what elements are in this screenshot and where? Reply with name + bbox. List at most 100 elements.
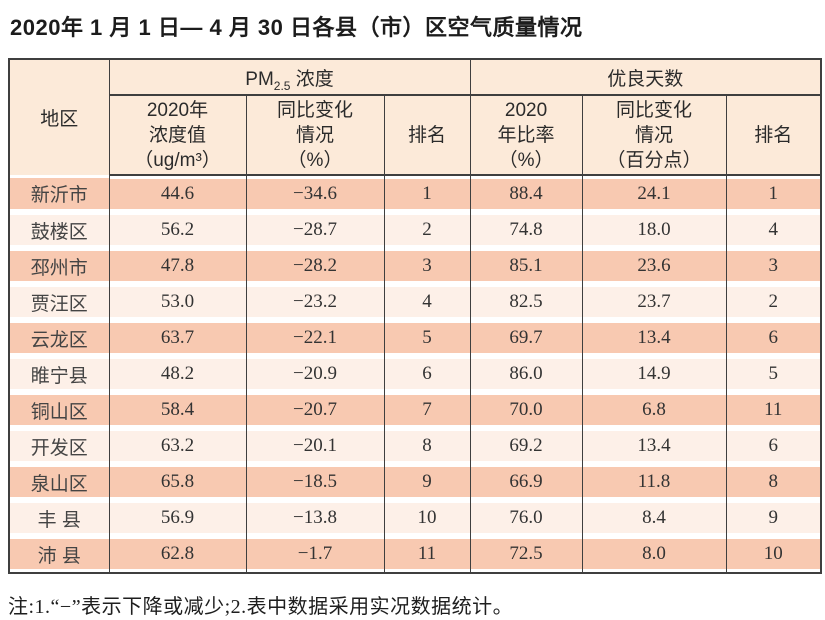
cell-days-change: 6.8 bbox=[581, 392, 727, 428]
cell-days-ratio: 69.7 bbox=[469, 320, 583, 356]
table-row: 邳州市 47.8 −28.2 3 85.1 23.6 3 bbox=[8, 248, 822, 284]
cell-days-rank: 6 bbox=[725, 428, 822, 464]
cell-days-change: 11.8 bbox=[581, 464, 727, 500]
cell-pm-change: −1.7 bbox=[245, 536, 385, 573]
table-row: 新沂市 44.6 −34.6 1 88.4 24.1 1 bbox=[8, 175, 822, 212]
cell-days-rank: 11 bbox=[725, 392, 822, 428]
cell-pm-value: 47.8 bbox=[108, 248, 247, 284]
cell-region: 贾汪区 bbox=[8, 284, 110, 320]
col-header-pm-value: 2020年 浓度值 （ug/m³） bbox=[108, 95, 247, 176]
header-line: （百分点） bbox=[606, 149, 702, 171]
cell-pm-rank: 5 bbox=[383, 320, 471, 356]
cell-days-rank: 9 bbox=[725, 500, 822, 536]
header-line: 情况 bbox=[295, 124, 334, 146]
cell-days-change: 23.7 bbox=[581, 284, 727, 320]
cell-pm-rank: 8 bbox=[383, 428, 471, 464]
page-title: 2020年 1 月 1 日— 4 月 30 日各县（市）区空气质量情况 bbox=[10, 15, 583, 40]
cell-days-change: 8.0 bbox=[581, 536, 727, 573]
table-row: 丰 县 56.9 −13.8 10 76.0 8.4 9 bbox=[8, 500, 822, 536]
cell-days-ratio: 66.9 bbox=[469, 464, 583, 500]
header-line: （ug/m³） bbox=[134, 149, 221, 171]
cell-pm-rank: 10 bbox=[383, 500, 471, 536]
cell-days-ratio: 88.4 bbox=[469, 175, 583, 212]
cell-days-change: 13.4 bbox=[581, 428, 727, 464]
table-row: 沛 县 62.8 −1.7 11 72.5 8.0 10 bbox=[8, 536, 822, 573]
cell-pm-rank: 6 bbox=[383, 356, 471, 392]
cell-days-ratio: 86.0 bbox=[469, 356, 583, 392]
cell-days-rank: 2 bbox=[725, 284, 822, 320]
cell-region: 铜山区 bbox=[8, 392, 110, 428]
air-quality-table: 地区 PM2.5 浓度 优良天数 2020年 浓度值 （ug/m³） 同比变化 … bbox=[8, 58, 823, 574]
cell-pm-value: 65.8 bbox=[108, 464, 247, 500]
cell-region: 睢宁县 bbox=[8, 356, 110, 392]
cell-pm-change: −28.2 bbox=[245, 248, 385, 284]
cell-days-change: 18.0 bbox=[581, 212, 727, 248]
table-row: 睢宁县 48.2 −20.9 6 86.0 14.9 5 bbox=[8, 356, 822, 392]
cell-region: 云龙区 bbox=[8, 320, 110, 356]
cell-days-ratio: 70.0 bbox=[469, 392, 583, 428]
pm25-label-subscript: 2.5 bbox=[273, 78, 291, 93]
cell-pm-change: −22.1 bbox=[245, 320, 385, 356]
cell-pm-rank: 9 bbox=[383, 464, 471, 500]
cell-pm-rank: 11 bbox=[383, 536, 471, 573]
header-line: 2020 bbox=[504, 99, 548, 121]
cell-days-change: 14.9 bbox=[581, 356, 727, 392]
header-line: （%） bbox=[498, 149, 554, 171]
cell-pm-value: 53.0 bbox=[108, 284, 247, 320]
col-header-days-change: 同比变化 情况 （百分点） bbox=[581, 95, 727, 176]
cell-pm-change: −13.8 bbox=[245, 500, 385, 536]
cell-pm-value: 56.2 bbox=[108, 212, 247, 248]
cell-days-rank: 6 bbox=[725, 320, 822, 356]
cell-region: 邳州市 bbox=[8, 248, 110, 284]
cell-pm-value: 44.6 bbox=[108, 175, 247, 212]
cell-pm-change: −20.1 bbox=[245, 428, 385, 464]
cell-days-rank: 1 bbox=[725, 175, 822, 212]
cell-pm-rank: 4 bbox=[383, 284, 471, 320]
col-header-pm-change: 同比变化 情况 （%） bbox=[245, 95, 385, 176]
cell-days-ratio: 82.5 bbox=[469, 284, 583, 320]
col-group-pm25: PM2.5 浓度 bbox=[108, 59, 471, 96]
cell-pm-value: 63.7 bbox=[108, 320, 247, 356]
cell-days-ratio: 69.2 bbox=[469, 428, 583, 464]
header-line: 2020年 bbox=[146, 99, 209, 121]
col-header-pm-rank: 排名 bbox=[383, 95, 471, 176]
cell-days-ratio: 74.8 bbox=[469, 212, 583, 248]
cell-pm-rank: 7 bbox=[383, 392, 471, 428]
header-group-row: 地区 PM2.5 浓度 优良天数 bbox=[8, 59, 822, 175]
cell-days-ratio: 85.1 bbox=[469, 248, 583, 284]
cell-region: 开发区 bbox=[8, 428, 110, 464]
cell-pm-change: −23.2 bbox=[245, 284, 385, 320]
cell-pm-rank: 1 bbox=[383, 175, 471, 212]
cell-region: 新沂市 bbox=[8, 175, 110, 212]
cell-days-rank: 4 bbox=[725, 212, 822, 248]
cell-pm-value: 58.4 bbox=[108, 392, 247, 428]
col-header-days-rank: 排名 bbox=[725, 95, 822, 176]
cell-pm-change: −18.5 bbox=[245, 464, 385, 500]
cell-pm-rank: 2 bbox=[383, 212, 471, 248]
cell-pm-value: 56.9 bbox=[108, 500, 247, 536]
cell-days-rank: 8 bbox=[725, 464, 822, 500]
footnote: 注:1.“−”表示下降或减少;2.表中数据采用实况数据统计。 bbox=[8, 596, 514, 618]
cell-pm-rank: 3 bbox=[383, 248, 471, 284]
cell-pm-change: −20.9 bbox=[245, 356, 385, 392]
cell-pm-value: 48.2 bbox=[108, 356, 247, 392]
table-body: 新沂市 44.6 −34.6 1 88.4 24.1 1 鼓楼区 56.2 −28.7 2 74.8 1… bbox=[8, 175, 822, 573]
cell-pm-change: −20.7 bbox=[245, 392, 385, 428]
cell-days-rank: 10 bbox=[725, 536, 822, 573]
pm25-label-rest: 浓度 bbox=[290, 68, 334, 90]
cell-days-ratio: 76.0 bbox=[469, 500, 583, 536]
cell-days-change: 8.4 bbox=[581, 500, 727, 536]
cell-days-change: 23.6 bbox=[581, 248, 727, 284]
cell-days-change: 24.1 bbox=[581, 175, 727, 212]
cell-days-rank: 5 bbox=[725, 356, 822, 392]
table-row: 泉山区 65.8 −18.5 9 66.9 11.8 8 bbox=[8, 464, 822, 500]
header-line: 情况 bbox=[635, 124, 674, 146]
cell-pm-change: −28.7 bbox=[245, 212, 385, 248]
col-group-good-days: 优良天数 bbox=[469, 59, 822, 96]
cell-pm-value: 62.8 bbox=[108, 536, 247, 573]
header-line: 年比率 bbox=[497, 124, 555, 146]
cell-region: 泉山区 bbox=[8, 464, 110, 500]
cell-days-change: 13.4 bbox=[581, 320, 727, 356]
cell-region: 沛 县 bbox=[8, 536, 110, 573]
